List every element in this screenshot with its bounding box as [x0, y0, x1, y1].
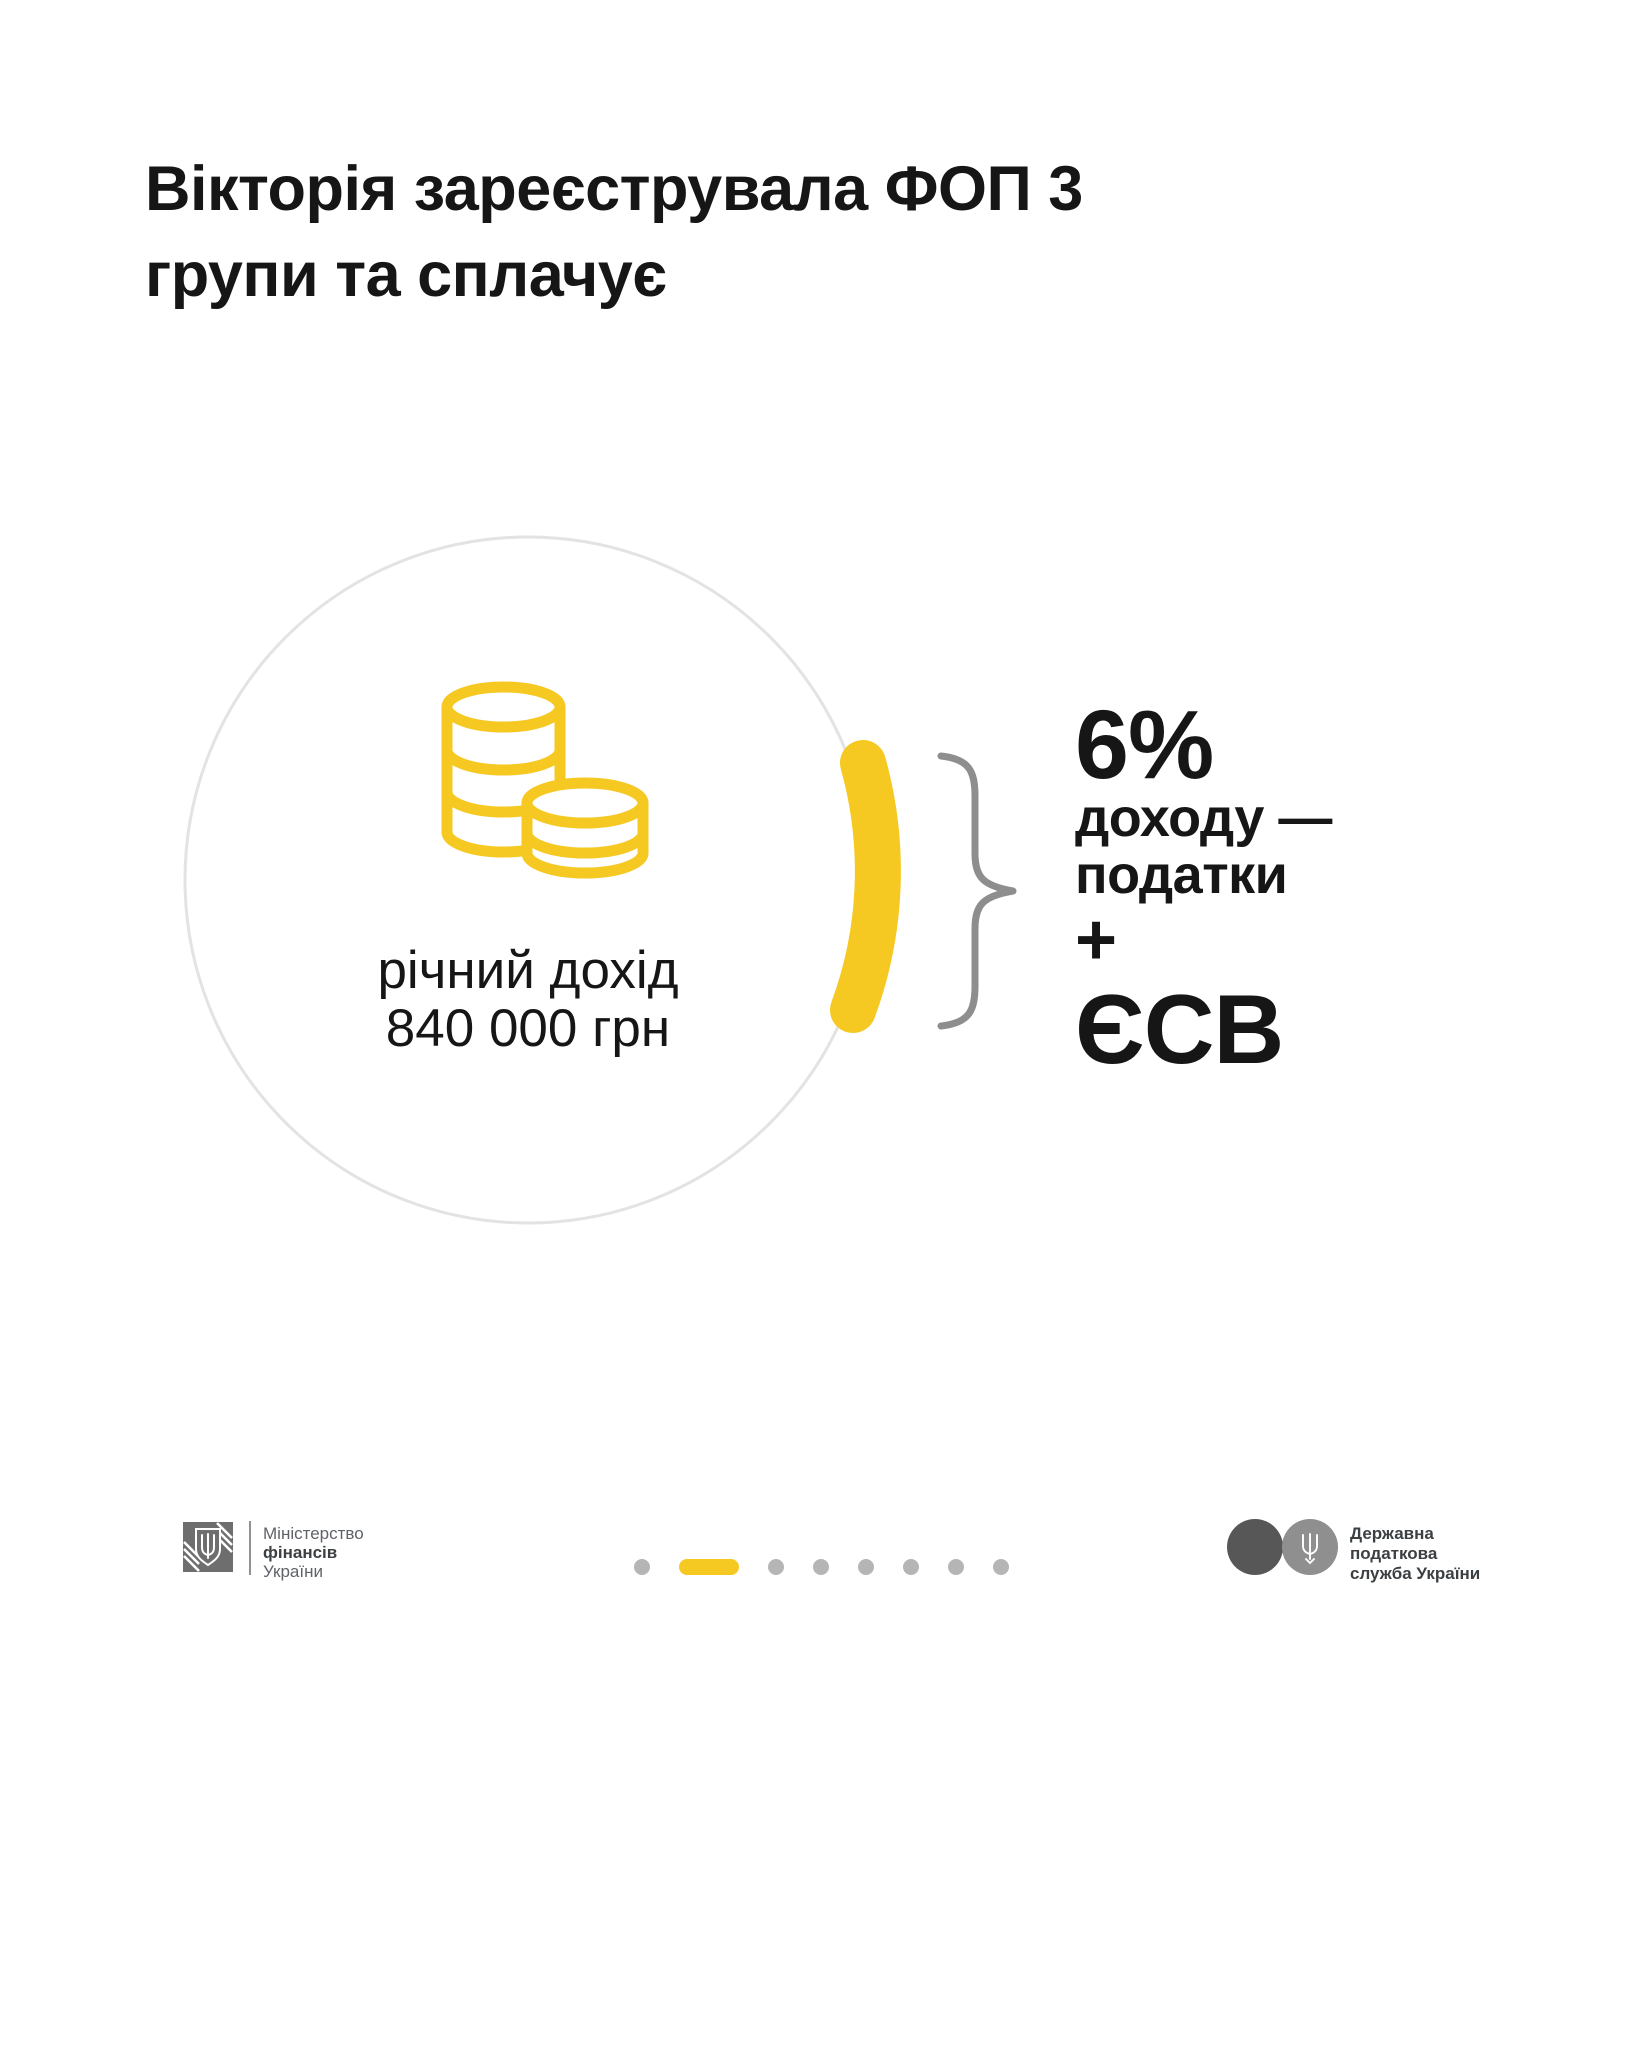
tax-rate: 6% — [1075, 690, 1214, 799]
tax-service-name-line1: Державна — [1350, 1524, 1434, 1543]
plus-sign: + — [1075, 900, 1118, 980]
pagination-dot — [768, 1559, 784, 1575]
page-title-line1: Вікторія зареєструвала ФОП 3 — [145, 154, 1083, 224]
pagination-active-pill — [679, 1559, 739, 1575]
annual-income-text: річний дохід — [377, 941, 679, 1000]
minfin-name-line2: фінансів — [263, 1543, 338, 1562]
coins-icon — [441, 681, 649, 879]
minfin-name-line1: Міністерство — [263, 1524, 364, 1543]
minfin-name-line3: України — [263, 1562, 323, 1581]
tax-summary: 6% доходу — податки + ЄСВ — [1075, 690, 1495, 1084]
tax-service-name: Державна податкова служба України — [1350, 1524, 1480, 1584]
tax-service-logo — [1227, 1519, 1338, 1575]
pagination-dot — [948, 1559, 964, 1575]
tax-service-name-line2: податкова — [1350, 1544, 1438, 1563]
tax-desc-line2: податки — [1075, 845, 1288, 905]
pagination-dot — [634, 1559, 650, 1575]
highlight-arc — [830, 740, 901, 1033]
tax-service-name-line3: служба України — [1350, 1564, 1481, 1583]
annual-income-amount: 840 000 грн — [385, 999, 671, 1058]
pagination-dot — [813, 1559, 829, 1575]
pagination-dot — [993, 1559, 1009, 1575]
esv-label: ЄСВ — [1075, 974, 1284, 1084]
pagination — [634, 1559, 1009, 1575]
page-title: Вікторія зареєструвала ФОП 3 групи та сп… — [145, 146, 1405, 318]
page-title-line2: групи та сплачує — [145, 240, 667, 310]
pagination-dot — [858, 1559, 874, 1575]
curly-brace-icon — [937, 752, 1017, 1030]
income-circle-outline — [183, 535, 873, 1225]
pagination-dot — [903, 1559, 919, 1575]
trident-circles-icon — [1302, 1533, 1318, 1565]
tax-desc-line1: доходу — — [1075, 788, 1332, 848]
footer-divider — [249, 1521, 251, 1575]
minfin-name: Міністерство фінансів України — [263, 1524, 364, 1581]
annual-income-label: річний дохід 840 000 грн — [208, 942, 848, 1058]
minfin-logo — [183, 1522, 233, 1572]
